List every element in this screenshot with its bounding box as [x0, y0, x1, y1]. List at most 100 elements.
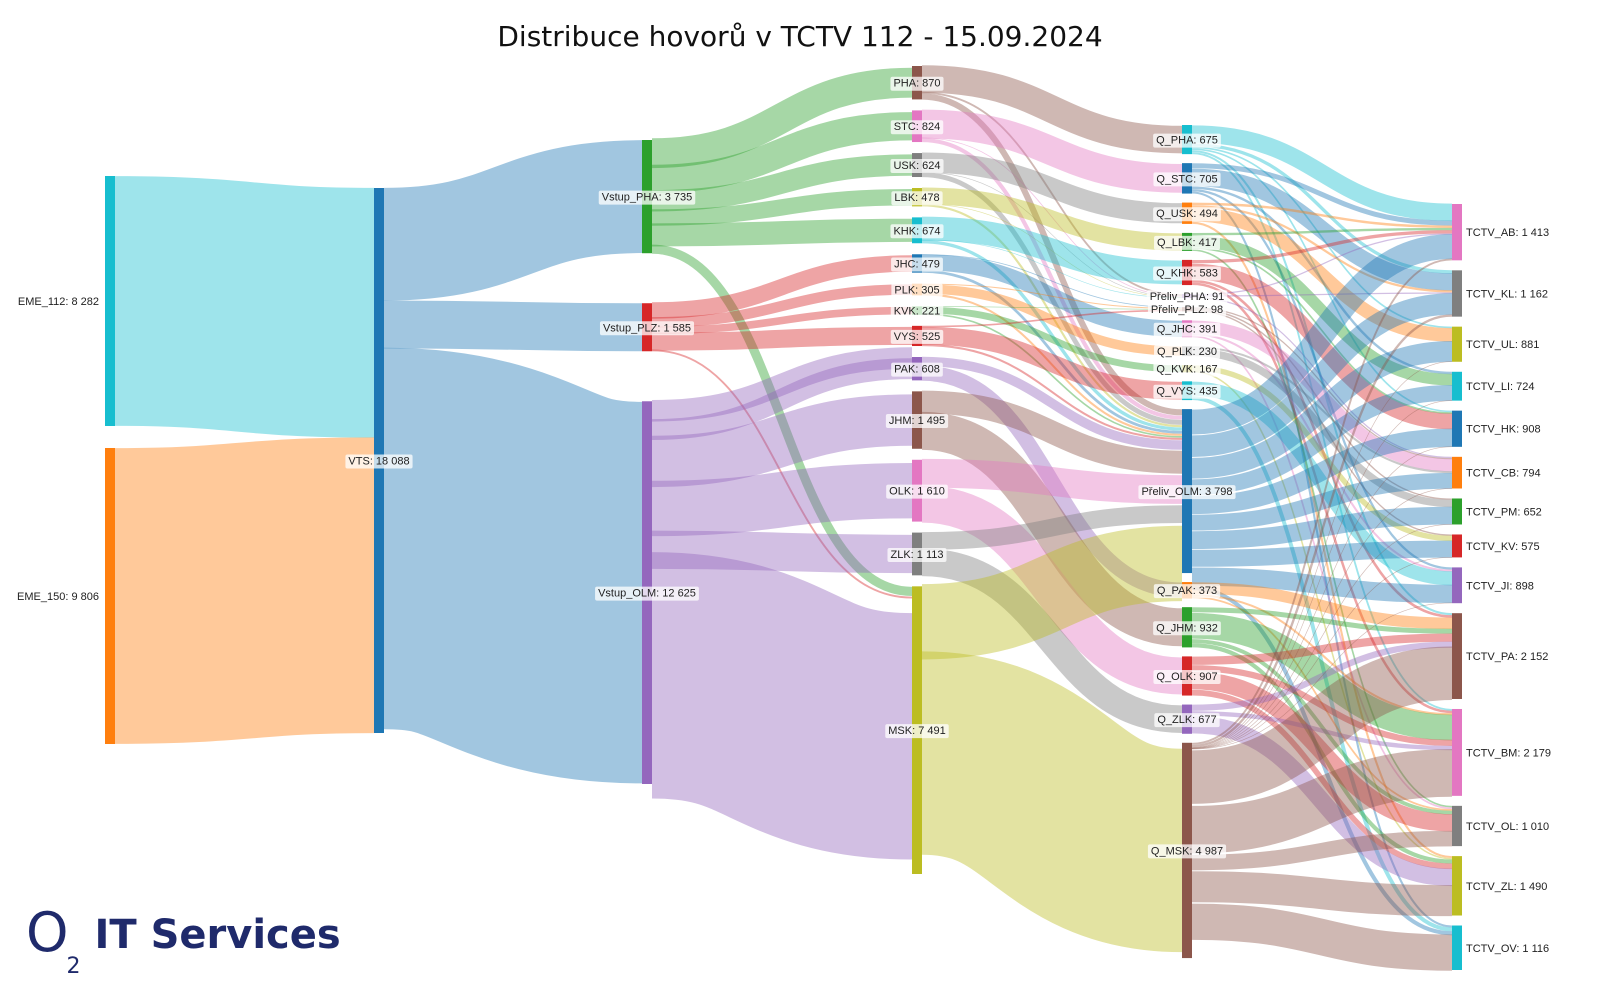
node-label-text: Q_PAK: 373	[1157, 585, 1217, 597]
node-label-Q_LBK: Q_LBK: 417	[1154, 235, 1220, 250]
node-TCTV_JI[interactable]	[1452, 567, 1462, 604]
link-Vstup_OLM-JHM	[651, 394, 913, 488]
node-TCTV_OV[interactable]	[1452, 925, 1462, 970]
node-label-Vstup_PLZ: Vstup_PLZ: 1 585	[599, 321, 695, 336]
node-label-text: TCTV_HK: 908	[1466, 424, 1541, 436]
link-Q_JHC-TCTV_OL	[1191, 335, 1453, 810]
node-TCTV_PA[interactable]	[1452, 613, 1462, 699]
link-Preliv_OLM-TCTV_UL	[1191, 340, 1453, 479]
node-TCTV_ZL[interactable]	[1452, 856, 1462, 916]
node-TCTV_CB[interactable]	[1452, 456, 1462, 489]
link-Preliv_OLM-TCTV_OV	[1191, 586, 1453, 936]
node-label-background	[1154, 713, 1220, 728]
node-label-background	[1153, 322, 1221, 337]
node-TCTV_UL[interactable]	[1452, 326, 1462, 362]
node-label-background	[890, 120, 944, 135]
link-LBK-Preliv_PHA	[921, 203, 1183, 298]
node-TCTV_LI[interactable]	[1452, 371, 1462, 401]
link-EME_112-VTS	[114, 176, 375, 438]
link-Preliv_PLZ-TCTV_KV	[1191, 309, 1453, 536]
link-Q_MSK-TCTV_BM	[1191, 749, 1453, 854]
link-Preliv_PLZ-TCTV_PM	[1191, 308, 1453, 500]
node-TCTV_AB[interactable]	[1452, 204, 1462, 261]
node-label-MSK: MSK: 7 491	[885, 724, 949, 739]
node-label-Q_STC: Q_STC: 705	[1153, 172, 1221, 187]
node-TCTV_KV[interactable]	[1452, 534, 1462, 558]
link-Q_LBK-TCTV_HK	[1191, 247, 1453, 414]
node-label-background	[1153, 669, 1221, 684]
node-label-JHC: JHC: 479	[891, 257, 943, 272]
logo-brand-text: IT Services	[94, 912, 341, 958]
node-label-text: OLK: 1 610	[889, 486, 945, 498]
link-Vstup_OLM-MSK	[649, 552, 915, 860]
link-Q_ZLK-TCTV_BM	[1191, 711, 1453, 751]
node-label-text: Q_ZLK: 677	[1157, 714, 1216, 726]
link-Preliv_OLM-TCTV_KV	[1191, 540, 1453, 567]
node-label-background	[1153, 207, 1221, 222]
link-Q_KHK-TCTV_HK	[1191, 263, 1453, 430]
link-KVK-Q_KVK	[921, 306, 1183, 373]
node-label-text: Q_KHK: 583	[1156, 267, 1218, 279]
node-label-Vstup_OLM: Vstup_OLM: 12 625	[595, 586, 699, 601]
link-Q_USK-TCTV_UL	[1191, 207, 1453, 342]
node-label-Preliv_PHA: Přeliv_PHA: 91	[1146, 290, 1228, 305]
node-label-VTS: VTS: 18 088	[345, 454, 413, 469]
node-label-background	[1153, 362, 1221, 377]
node-label-text: TCTV_PA: 2 152	[1466, 651, 1548, 663]
link-JHM-Q_JHM	[921, 411, 1183, 647]
link-LBK-Q_LBK	[921, 187, 1183, 251]
node-EME_112[interactable]	[105, 176, 115, 426]
node-label-TCTV_OV: TCTV_OV: 1 116	[1466, 943, 1549, 955]
link-PHA-Q_PHA	[921, 65, 1183, 154]
link-Q_LBK-TCTV_OL	[1191, 249, 1453, 808]
node-TCTV_PM[interactable]	[1452, 498, 1462, 525]
link-JHC-Q_JHC	[921, 254, 1183, 337]
node-TCTV_BM[interactable]	[1452, 708, 1462, 796]
node-label-KVK: KVK: 221	[890, 304, 944, 319]
link-Q_USK-TCTV_AB	[1191, 202, 1453, 228]
node-label-background	[890, 159, 944, 174]
node-label-Q_ZLK: Q_ZLK: 677	[1154, 713, 1220, 728]
node-TCTV_KL[interactable]	[1452, 270, 1462, 317]
node-label-background	[1153, 266, 1221, 281]
node-EME_150[interactable]	[105, 447, 115, 744]
node-label-background	[890, 224, 944, 239]
link-USK-Q_USK	[921, 152, 1183, 224]
link-Vstup_PLZ-JHC	[651, 255, 913, 319]
link-Vstup_PHA-STC	[651, 112, 913, 194]
node-label-VYS: VYS: 525	[890, 329, 944, 344]
link-MSK-Preliv_OLM	[921, 525, 1183, 660]
link-Vstup_OLM-OLK	[651, 463, 913, 537]
o2-logo-mark: O2	[26, 901, 81, 979]
node-label-text: Vstup_PLZ: 1 585	[603, 322, 691, 334]
link-STC-Preliv_OLM	[921, 138, 1183, 420]
node-label-text: KVK: 221	[894, 306, 940, 318]
link-Q_PHA-TCTV_HK	[1191, 148, 1453, 413]
link-Q_PHA-TCTV_KL	[1191, 143, 1453, 274]
node-label-text: PLK: 305	[894, 285, 939, 297]
link-Preliv_OLM-TCTV_KL	[1191, 293, 1453, 458]
link-Q_MSK-TCTV_CB	[1191, 488, 1453, 749]
link-Q_STC-TCTV_OV	[1191, 191, 1453, 928]
node-label-text: Q_JHM: 932	[1156, 622, 1218, 634]
node-label-TCTV_LI: TCTV_LI: 724	[1466, 381, 1534, 393]
node-label-text: TCTV_OV: 1 116	[1466, 943, 1549, 955]
node-label-text: STC: 824	[894, 121, 940, 133]
node-label-Q_MSK: Q_MSK: 4 987	[1147, 844, 1227, 859]
node-label-text: TCTV_OL: 1 010	[1466, 821, 1549, 833]
link-Vstup_OLM-PAK	[651, 358, 913, 440]
node-label-text: PHA: 870	[893, 78, 940, 90]
node-label-text: ZLK: 1 113	[891, 549, 944, 561]
node-label-Q_USK: Q_USK: 494	[1153, 207, 1221, 222]
node-TCTV_HK[interactable]	[1452, 410, 1462, 447]
node-label-Q_VYS: Q_VYS: 435	[1153, 384, 1221, 399]
link-EME_150-VTS	[114, 437, 375, 744]
link-PHA-Preliv_OLM	[921, 93, 1183, 416]
node-label-Preliv_PLZ: Přeliv_PLZ: 98	[1147, 303, 1227, 318]
link-Q_LBK-TCTV_AB	[1191, 227, 1453, 236]
node-TCTV_OL[interactable]	[1452, 805, 1462, 847]
node-label-Q_PAK: Q_PAK: 373	[1153, 584, 1221, 599]
link-MSK-Q_MSK	[918, 651, 1186, 953]
node-label-TCTV_UL: TCTV_UL: 881	[1466, 339, 1539, 351]
node-label-text: Vstup_PHA: 3 735	[602, 192, 693, 204]
